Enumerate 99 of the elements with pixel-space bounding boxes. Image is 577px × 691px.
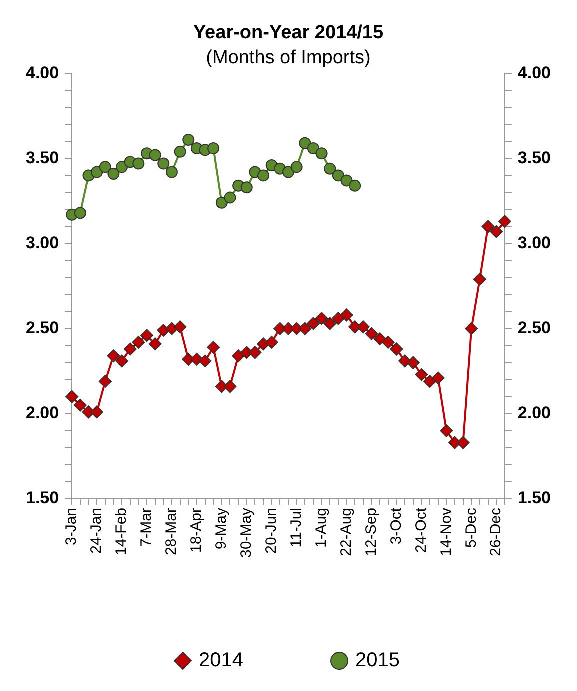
y2-tick-label: 3.00 (518, 233, 552, 252)
x-tick-label: 5-Dec (462, 507, 480, 548)
point (332, 312, 345, 326)
point (74, 398, 87, 412)
point (157, 324, 170, 338)
point (99, 161, 112, 174)
point (207, 341, 220, 354)
y-tick-label: 3.00 (26, 233, 60, 252)
point (258, 170, 270, 182)
y-tick-label: 2.50 (26, 318, 60, 338)
x-tick-label: 24-Oct (412, 507, 430, 553)
point (240, 182, 253, 194)
y-tick-label: 1.50 (26, 488, 60, 508)
point (406, 356, 420, 370)
point (124, 342, 137, 356)
x-tick-label: 12-Sep (362, 508, 380, 556)
x-tick-label: 20-Jun (262, 508, 280, 554)
point (282, 166, 294, 178)
point (290, 161, 303, 174)
point (166, 166, 178, 178)
x-tick-label: 3-Jan (63, 508, 80, 546)
point (356, 320, 370, 334)
y2-tick-label: 1.50 (518, 488, 552, 508)
x-tick-label: 11-Jul (288, 508, 305, 548)
x-tick-label: 14-Nov (438, 507, 455, 556)
point (440, 424, 454, 438)
point (456, 436, 470, 450)
point (316, 148, 328, 160)
legend-label: 2015 (356, 650, 400, 672)
y-tick-label: 2.00 (26, 404, 60, 423)
point (332, 170, 344, 182)
point (140, 329, 154, 342)
point (108, 168, 120, 180)
x-tick-label: 7-Mar (138, 508, 156, 548)
point (208, 142, 220, 154)
point (265, 336, 278, 349)
point (498, 215, 512, 228)
legend-label: 2014 (199, 650, 244, 672)
point (482, 220, 495, 234)
point (224, 380, 237, 394)
point (257, 338, 270, 351)
point (340, 308, 354, 322)
point (98, 375, 112, 388)
x-tick-label: 30-May (238, 507, 256, 558)
point (306, 317, 320, 330)
point (116, 354, 129, 368)
point (465, 322, 478, 336)
y-tick-label: 3.50 (26, 148, 60, 168)
point (432, 372, 445, 385)
x-tick-label: 24-Jan (88, 508, 106, 554)
y2-tick-label: 4.00 (518, 63, 552, 82)
point (349, 180, 362, 192)
point (216, 196, 228, 209)
point (298, 322, 312, 336)
point (248, 346, 262, 360)
point (324, 317, 337, 330)
point (132, 336, 146, 349)
x-tick-label: 18-Apr (188, 508, 206, 554)
point (198, 354, 212, 368)
chart-subtitle: (Months of Imports) (206, 47, 371, 68)
point (116, 161, 128, 174)
point (174, 146, 186, 158)
point (390, 342, 404, 356)
x-tick-label: 14-Feb (113, 508, 130, 556)
point (365, 327, 378, 340)
point (315, 312, 328, 326)
point (66, 390, 79, 404)
point (174, 320, 187, 334)
x-tick-label: 3-Oct (388, 507, 405, 545)
point (424, 375, 436, 388)
y2-tick-label: 2.50 (518, 318, 552, 338)
point (374, 332, 387, 346)
y-tick-label: 4.00 (26, 63, 60, 82)
point (148, 338, 162, 351)
point (224, 192, 236, 204)
point (182, 134, 195, 146)
x-tick-label: 26-Dec (488, 507, 505, 556)
point (107, 350, 120, 363)
point (473, 272, 486, 286)
point (158, 158, 170, 170)
point (132, 158, 145, 170)
point (149, 149, 162, 162)
point (415, 368, 428, 382)
chart-title: Year-on-Year 2014/15 (193, 22, 384, 44)
point (490, 225, 504, 238)
x-tick-label: 9-May (213, 507, 230, 550)
point (74, 207, 86, 220)
x-tick-label: 1-Aug (312, 508, 330, 548)
point (91, 166, 104, 178)
y2-tick-label: 3.50 (518, 148, 552, 168)
y2-tick-label: 2.00 (518, 404, 552, 423)
point (90, 406, 104, 419)
point (232, 350, 246, 363)
point (382, 336, 395, 349)
x-tick-label: 28-Mar (163, 508, 180, 556)
x-tick-label: 22-Aug (338, 508, 355, 556)
point (307, 142, 320, 154)
point (324, 162, 336, 175)
point (299, 137, 312, 150)
